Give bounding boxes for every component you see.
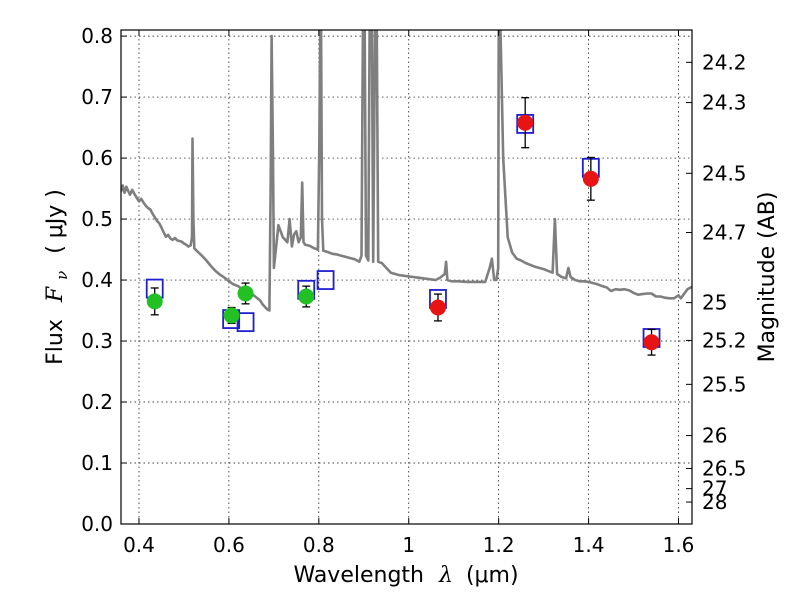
x-tick-label: 0.8: [303, 533, 335, 557]
x-axis-unit: (μm): [466, 563, 519, 588]
x-tick-label: 0.6: [213, 533, 245, 557]
observed-flux-point: [146, 293, 163, 310]
x-axis-symbol: λ: [438, 563, 453, 588]
model-photometry-square: [316, 270, 335, 290]
secondary-y-axis-label: Magnitude (AB): [755, 192, 780, 363]
y-tick-label: 0.2: [81, 390, 113, 414]
magnitude-tick-label: 26: [702, 424, 727, 448]
x-tick-label: 1.4: [573, 533, 605, 557]
magnitude-tick-label: 24.7: [702, 220, 747, 244]
x-axis-label: Wavelength λ (μm): [293, 563, 518, 588]
observed-flux-point: [223, 307, 240, 324]
magnitude-tick-label: 24.5: [702, 161, 747, 185]
y-tick-label: 0.0: [81, 512, 113, 536]
magnitude-tick-label: 24.3: [702, 91, 747, 115]
x-tick-label: 1.6: [663, 533, 695, 557]
y-tick-label: 0.3: [81, 329, 113, 353]
y-axis-subscript: ν: [53, 271, 71, 280]
x-axis-label-text: Wavelength: [293, 563, 424, 588]
observed-flux-point: [237, 285, 254, 302]
magnitude-tick-label: 27: [702, 477, 727, 501]
y-tick-label: 0.5: [81, 207, 113, 231]
observed-flux-point: [643, 334, 660, 351]
y-tick-label: 0.6: [81, 146, 113, 170]
model-spectrum-line: [121, 30, 692, 312]
magnitude-tick-label: 28: [702, 490, 727, 514]
magnitude-tick-label: 25.5: [702, 372, 747, 396]
magnitude-tick-label: 24.2: [702, 50, 747, 74]
data-points: [145, 97, 661, 356]
magnitude-tick-label: 26.5: [702, 457, 747, 481]
y-axis-label-text: Flux: [43, 319, 68, 365]
y-tick-label: 0.7: [81, 85, 113, 109]
y-tick-label: 0.1: [81, 451, 113, 475]
model-photometry-square: [236, 312, 255, 333]
magnitude-tick-label: 25.2: [702, 328, 747, 352]
x-tick-label: 1.2: [483, 533, 515, 557]
x-tick-label: 0.4: [123, 533, 155, 557]
y-tick-label: 0.4: [81, 268, 113, 292]
y-tick-label: 0.8: [81, 24, 113, 48]
magnitude-tick-label: 25: [702, 291, 727, 315]
plot-frame: [120, 29, 693, 525]
y-axis-symbol: F: [43, 286, 68, 303]
y-axis-label: Flux F ν ( μJy ): [43, 189, 73, 365]
x-tick-label: 1: [402, 533, 415, 557]
observed-flux-point: [298, 288, 315, 305]
observed-flux-point: [582, 170, 599, 187]
axis-ticks: 0.4 0.6 0.8 1 1.2 1.4 1.6 0.0 0.1 0.2 0.3 0.4 0.5 0.6…: [81, 24, 746, 557]
observed-flux-point: [517, 114, 534, 131]
model-spectrum: [121, 30, 692, 312]
y-axis-unit: ( μJy ): [43, 189, 68, 254]
observed-flux-point: [429, 299, 446, 316]
